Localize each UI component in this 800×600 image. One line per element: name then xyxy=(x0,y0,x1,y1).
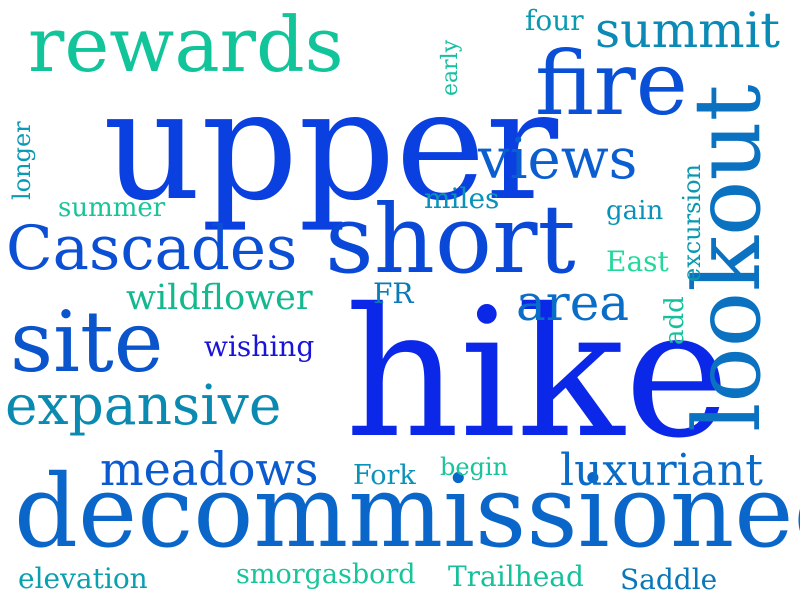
word-upper: upper xyxy=(103,57,559,234)
word-trailhead: Trailhead xyxy=(448,560,584,593)
word-east: East xyxy=(606,245,669,278)
word-area: area xyxy=(516,274,630,332)
word-wildflower: wildflower xyxy=(126,278,313,318)
word-longer: longer xyxy=(8,121,36,200)
word-decommissioned: decommissioned xyxy=(14,453,800,570)
word-miles: miles xyxy=(424,182,500,215)
word-saddle: Saddle xyxy=(620,563,718,596)
word-add: add xyxy=(660,296,690,345)
word-views: views xyxy=(478,127,638,192)
word-short: short xyxy=(325,185,576,295)
word-elevation: elevation xyxy=(18,562,148,595)
word-expansive: expansive xyxy=(5,373,282,437)
word-meadows: meadows xyxy=(100,442,319,496)
word-rewards: rewards xyxy=(28,0,344,89)
word-luxuriant: luxuriant xyxy=(560,445,763,496)
word-summer: summer xyxy=(58,193,166,223)
word-cascades: Cascades xyxy=(6,213,298,284)
word-fr: FR xyxy=(373,277,414,310)
word-begin: begin xyxy=(440,453,509,481)
word-wishing: wishing xyxy=(204,330,315,363)
word-fork: Fork xyxy=(353,460,416,491)
word-smorgasbord: smorgasbord xyxy=(236,559,416,590)
word-early: early xyxy=(438,39,463,96)
word-fire: fire xyxy=(535,32,688,135)
word-site: site xyxy=(10,293,164,391)
word-excursion: excursion xyxy=(678,163,706,282)
word-gain: gain xyxy=(606,196,664,226)
word-summit: summit xyxy=(595,2,780,59)
word-four: four xyxy=(525,4,584,37)
word-hike: hike xyxy=(345,270,730,477)
